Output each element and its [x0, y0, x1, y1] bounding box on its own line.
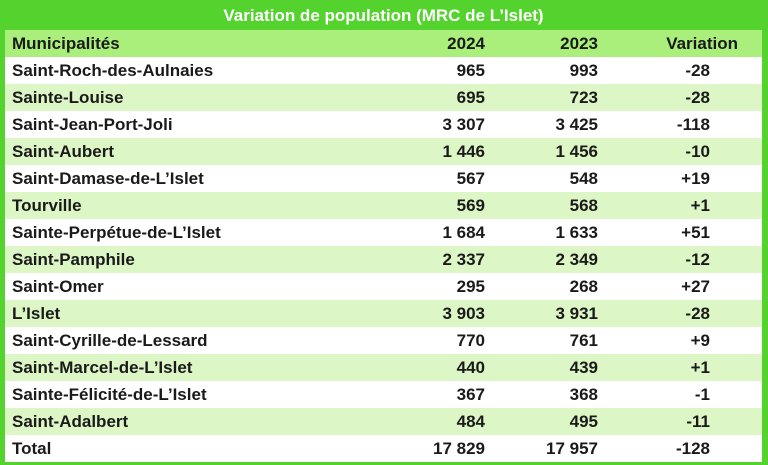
value-2024: 17 829	[433, 438, 485, 458]
value-2024: 440	[456, 357, 485, 377]
value-2024: 695	[456, 87, 485, 107]
municipality-name: Total	[12, 438, 52, 458]
value-2023: 3 931	[555, 303, 598, 323]
value-variation: +51	[681, 222, 710, 242]
total-row: Total 17 829 17 957 -128	[5, 435, 762, 462]
value-2024: 567	[456, 168, 485, 188]
value-variation: -10	[685, 141, 710, 161]
column-header-municipalites: Municipalités	[5, 30, 365, 57]
municipality-name: Saint-Aubert	[12, 141, 114, 161]
table-row: Saint-Marcel-de-L’Islet 440 439 +1	[5, 354, 762, 381]
table-row: L’Islet 3 903 3 931 -28	[5, 300, 762, 327]
table-row: Saint-Jean-Port-Joli 3 307 3 425 -118	[5, 111, 762, 138]
value-2023: 993	[569, 60, 598, 80]
municipality-name: Saint-Pamphile	[12, 249, 135, 269]
value-variation: +1	[690, 357, 710, 377]
value-2023: 548	[569, 168, 598, 188]
municipality-name: Saint-Omer	[12, 276, 104, 296]
value-2024: 367	[456, 384, 485, 404]
value-2023: 268	[569, 276, 598, 296]
value-2024: 3 903	[442, 303, 485, 323]
value-2024: 569	[456, 195, 485, 215]
table-row: Sainte-Félicité-de-L’Islet 367 368 -1	[5, 381, 762, 408]
value-variation: +27	[681, 276, 710, 296]
value-variation: -118	[676, 114, 710, 134]
municipality-name: Saint-Roch-des-Aulnaies	[12, 60, 214, 80]
value-2023: 723	[569, 87, 598, 107]
value-2024: 1 684	[442, 222, 485, 242]
table-row: Saint-Omer 295 268 +27	[5, 273, 762, 300]
value-2024: 295	[456, 276, 485, 296]
table-row: Saint-Damase-de-L’Islet 567 548 +19	[5, 165, 762, 192]
column-header-2024: 2024	[365, 30, 487, 57]
municipality-name: Sainte-Félicité-de-L’Islet	[12, 384, 207, 404]
value-2023: 439	[569, 357, 598, 377]
municipality-name: Saint-Adalbert	[12, 411, 129, 431]
value-2023: 1 633	[555, 222, 598, 242]
municipality-name: Sainte-Perpétue-de-L’Islet	[12, 222, 221, 242]
value-variation: -28	[685, 87, 710, 107]
table-row: Saint-Adalbert 484 495 -11	[5, 408, 762, 435]
value-2023: 17 957	[546, 438, 598, 458]
value-2023: 568	[569, 195, 598, 215]
value-variation: -12	[685, 249, 710, 269]
value-2024: 484	[456, 411, 485, 431]
data-table: Municipalités 2024 2023 Variation Saint-…	[5, 30, 762, 462]
value-variation: -28	[685, 303, 710, 323]
table-title: Variation de population (MRC de L’Islet)	[223, 6, 544, 25]
value-2023: 3 425	[555, 114, 598, 134]
municipality-name: Saint-Jean-Port-Joli	[12, 114, 173, 134]
value-variation: +1	[690, 195, 710, 215]
value-2024: 770	[456, 330, 485, 350]
table-row: Saint-Aubert 1 446 1 456 -10	[5, 138, 762, 165]
municipality-name: Saint-Damase-de-L’Islet	[12, 168, 204, 188]
table-body: Saint-Roch-des-Aulnaies 965 993 -28 Sainte-L…	[5, 57, 762, 462]
value-variation: -28	[685, 60, 710, 80]
table-row: Saint-Roch-des-Aulnaies 965 993 -28	[5, 57, 762, 84]
municipality-name: L’Islet	[12, 303, 61, 323]
value-2024: 2 337	[442, 249, 485, 269]
value-variation: -1	[694, 384, 710, 404]
value-2023: 368	[569, 384, 598, 404]
header-row: Municipalités 2024 2023 Variation	[5, 30, 762, 57]
table-row: Sainte-Perpétue-de-L’Islet 1 684 1 633 +51	[5, 219, 762, 246]
value-2023: 495	[569, 411, 598, 431]
value-2023: 1 456	[555, 141, 598, 161]
table-row: Tourville 569 568 +1	[5, 192, 762, 219]
table-row: Saint-Cyrille-de-Lessard 770 761 +9	[5, 327, 762, 354]
value-2024: 1 446	[442, 141, 485, 161]
table-row: Sainte-Louise 695 723 -28	[5, 84, 762, 111]
column-header-variation: Variation	[600, 30, 762, 57]
column-header-2023: 2023	[487, 30, 600, 57]
municipality-name: Saint-Marcel-de-L’Islet	[12, 357, 193, 377]
value-2023: 2 349	[555, 249, 598, 269]
value-variation: -11	[686, 411, 710, 431]
value-variation: -128	[675, 438, 710, 458]
table-row: Saint-Pamphile 2 337 2 349 -12	[5, 246, 762, 273]
municipality-name: Sainte-Louise	[12, 87, 124, 107]
value-2024: 3 307	[442, 114, 485, 134]
value-2024: 965	[456, 60, 485, 80]
value-variation: +19	[681, 168, 710, 188]
value-2023: 761	[569, 330, 598, 350]
municipality-name: Saint-Cyrille-de-Lessard	[12, 330, 208, 350]
municipality-name: Tourville	[12, 195, 82, 215]
table-container: Municipalités 2024 2023 Variation Saint-…	[5, 30, 762, 462]
value-variation: +9	[690, 330, 710, 350]
